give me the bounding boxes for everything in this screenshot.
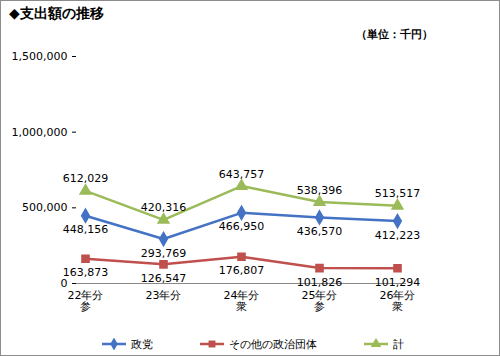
svg-text:126,547: 126,547	[141, 272, 187, 285]
html-text:◆支出額の推移: ◆支出額の推移	[9, 5, 104, 21]
svg-text:1,500,000: 1,500,000	[12, 50, 68, 63]
svg-text:643,757: 643,757	[219, 168, 265, 181]
svg-text:101,294: 101,294	[375, 276, 421, 289]
svg-text:513,517: 513,517	[375, 187, 421, 200]
svg-text:412,223: 412,223	[375, 229, 421, 242]
svg-text:25年分参: 25年分参	[302, 289, 338, 313]
svg-text:26年分衆: 26年分衆	[380, 289, 416, 313]
svg-text:420,316: 420,316	[141, 201, 187, 214]
svg-text:101,826: 101,826	[297, 276, 343, 289]
svg-text:612,029: 612,029	[63, 172, 109, 185]
svg-text:466,950: 466,950	[219, 220, 265, 233]
svg-text:293,769: 293,769	[141, 247, 187, 260]
svg-text:538,396: 538,396	[297, 184, 343, 197]
svg-text:1,000,000: 1,000,000	[12, 126, 68, 139]
svg-text:22年分参: 22年分参	[68, 289, 104, 313]
svg-text:500,000: 500,000	[22, 201, 68, 214]
html-text:（単位：千円）: （単位：千円）	[356, 28, 433, 41]
html-text:計: 計	[393, 337, 404, 351]
svg-text:23年分: 23年分	[146, 289, 182, 302]
html-text:政党: 政党	[131, 337, 153, 351]
svg-text:163,873: 163,873	[63, 266, 109, 279]
svg-text:24年分衆: 24年分衆	[224, 289, 260, 313]
html-text:その他の政治団体: その他の政治団体	[229, 337, 317, 351]
svg-text:436,570: 436,570	[297, 225, 343, 238]
svg-text:176,807: 176,807	[219, 264, 265, 277]
svg-text:0: 0	[60, 277, 68, 290]
svg-text:448,156: 448,156	[63, 223, 109, 236]
